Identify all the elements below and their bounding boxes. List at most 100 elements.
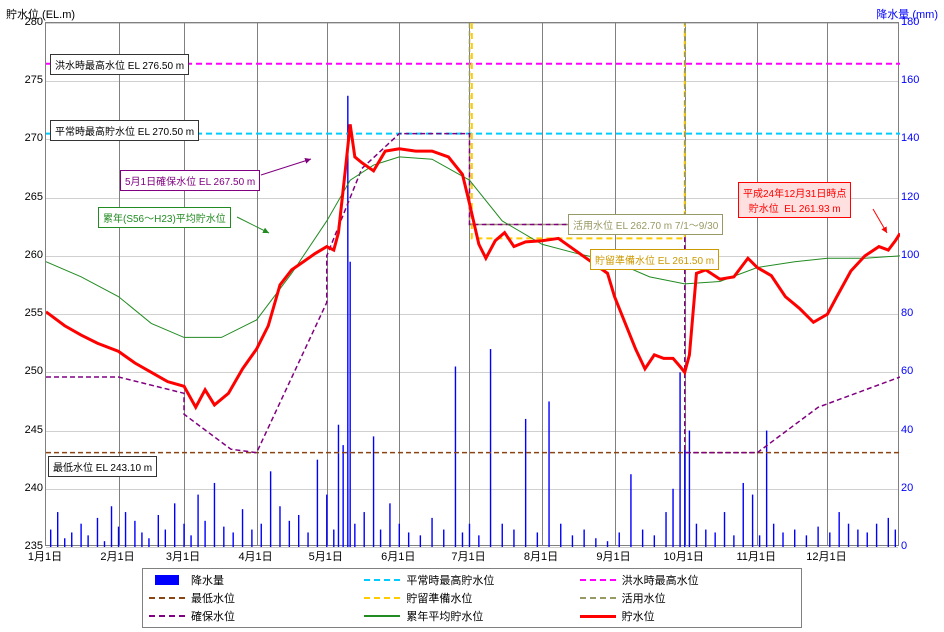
y-right-tick: 100 [901, 249, 924, 261]
legend-item: 洪水時最高水位 [580, 572, 795, 588]
precip-bar [867, 532, 868, 547]
precip-bar [665, 512, 666, 547]
legend-item: 確保水位 [149, 608, 364, 624]
precip-bar [174, 503, 175, 547]
precip-bar [97, 518, 98, 547]
precip-bar [672, 489, 673, 547]
x-tick: 9月1日 [596, 548, 630, 564]
precip-bar [317, 460, 318, 547]
precip-bar [270, 471, 271, 547]
legend-swatch [364, 575, 400, 585]
precip-bar [289, 521, 290, 547]
y-right-tick: 180 [901, 16, 924, 28]
precip-bar [689, 431, 690, 547]
precip-bar [338, 425, 339, 547]
precip-bar [111, 506, 112, 547]
precip-bar [134, 521, 135, 547]
precip-bar [204, 521, 205, 547]
legend-swatch [364, 593, 400, 603]
precip-bar [684, 445, 685, 547]
legend-item: 平常時最高貯水位 [364, 572, 579, 588]
x-tick: 10月1日 [664, 548, 704, 564]
precip-bar [595, 538, 596, 547]
precip-bar [197, 495, 198, 547]
y-right-tick: 0 [901, 540, 924, 552]
y-left-tick: 255 [20, 307, 43, 319]
precip-bar [478, 535, 479, 547]
y-right-tick: 140 [901, 132, 924, 144]
precip-bar [888, 518, 889, 547]
legend-swatch [149, 575, 185, 585]
precip-bar [420, 535, 421, 547]
precip-bar [389, 503, 390, 547]
precip-bar [696, 524, 697, 547]
precip-bar [794, 530, 795, 547]
precip-bar [342, 445, 343, 547]
precip-bar [261, 524, 262, 547]
precip-bar [782, 532, 783, 547]
y-right-tick: 120 [901, 191, 924, 203]
precip-bar [364, 512, 365, 547]
legend-label: 降水量 [191, 572, 224, 588]
precip-bar [214, 483, 215, 547]
x-tick: 12月1日 [806, 548, 846, 564]
legend: 降水量平常時最高貯水位洪水時最高水位最低水位貯留準備水位活用水位確保水位累年平均… [142, 568, 802, 628]
precip-bar [232, 532, 233, 547]
annotation-box: 平成24年12月31日時点 貯水位 EL 261.93 m [738, 182, 851, 218]
precip-bar [462, 532, 463, 547]
y-right-tick: 20 [901, 482, 924, 494]
precip-bar [490, 349, 491, 547]
legend-label: 活用水位 [622, 590, 666, 606]
legend-label: 洪水時最高水位 [622, 572, 699, 588]
legend-swatch [149, 611, 185, 621]
stepped-line [472, 23, 685, 238]
reservoir-line [46, 124, 900, 407]
precip-bar [118, 527, 119, 547]
x-tick: 8月1日 [524, 548, 558, 564]
precip-bar [679, 372, 680, 547]
precip-bar [431, 518, 432, 547]
annotation-arrow [237, 217, 269, 233]
x-tick: 11月1日 [736, 548, 776, 564]
annotation-box: 最低水位 EL 243.10 m [48, 456, 157, 477]
precip-bar [141, 532, 142, 547]
precip-bar [354, 524, 355, 547]
annotation-box: 洪水時最高水位 EL 276.50 m [50, 54, 189, 75]
chart-svg [46, 23, 900, 547]
annotation-arrow [261, 159, 311, 175]
legend-item: 降水量 [149, 572, 364, 588]
precip-bar [502, 524, 503, 547]
precip-bar [223, 527, 224, 547]
y-right-tick: 160 [901, 74, 924, 86]
annotation-box: 累年(S56～H23)平均貯水位 [98, 207, 231, 228]
precip-bar [817, 527, 818, 547]
y-right-tick: 40 [901, 424, 924, 436]
precip-bar [455, 367, 456, 547]
legend-label: 最低水位 [191, 590, 235, 606]
precip-bar [183, 524, 184, 547]
precip-bar [104, 541, 105, 547]
precip-bar [630, 474, 631, 547]
precip-bar [57, 512, 58, 547]
precip-bar [399, 524, 400, 547]
precip-bar [705, 530, 706, 547]
legend-item: 貯留準備水位 [364, 590, 579, 606]
precip-bar [50, 530, 51, 547]
precip-bar [724, 512, 725, 547]
precip-bar [326, 495, 327, 547]
precip-bar [125, 512, 126, 547]
precip-bar [242, 509, 243, 547]
precip-bar [279, 506, 280, 547]
precip-bar [607, 541, 608, 547]
precip-bar [537, 532, 538, 547]
legend-swatch [364, 611, 400, 621]
precip-bar [548, 401, 549, 547]
precip-bar [71, 532, 72, 547]
x-tick: 1月1日 [28, 548, 62, 564]
precip-bar [560, 524, 561, 547]
legend-item: 貯水位 [580, 608, 795, 624]
annotation-box: 貯留準備水位 EL 261.50 m [590, 249, 719, 270]
precip-bar [773, 524, 774, 547]
precip-bar [642, 530, 643, 547]
legend-item: 最低水位 [149, 590, 364, 606]
